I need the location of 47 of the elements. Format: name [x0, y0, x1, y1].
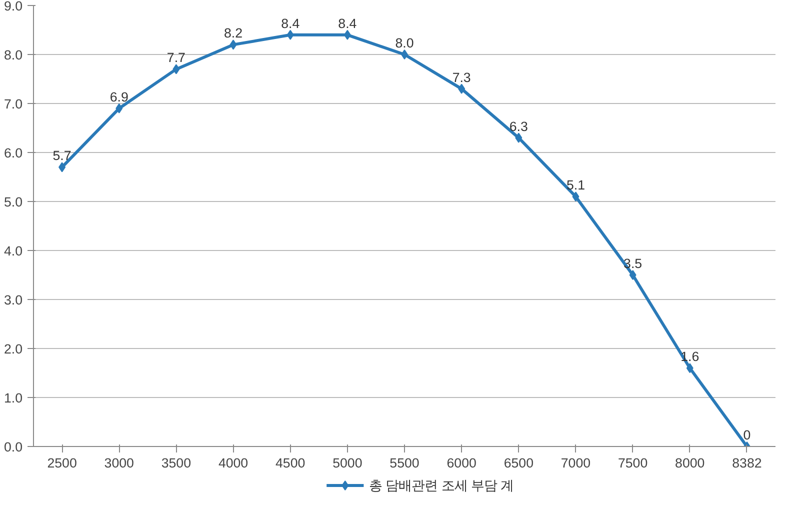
- y-tick-label: 8.0: [4, 48, 23, 62]
- data-label: 7.7: [166, 50, 186, 66]
- point: [629, 270, 636, 280]
- data-label: 7.3: [452, 70, 471, 85]
- y-tick-label: 1.0: [4, 390, 23, 406]
- x-tick-label: 4500: [276, 456, 306, 470]
- point: [401, 50, 408, 60]
- data-label: 8.0: [395, 36, 414, 50]
- x-tick-label: 3500: [161, 456, 192, 470]
- data-label: 6.9: [110, 89, 128, 104]
- data-label: 5.1: [566, 178, 585, 193]
- data-label: 8.4: [338, 16, 358, 31]
- data-label: 0: [743, 428, 751, 442]
- x-tick-label: 6000: [446, 456, 476, 470]
- y-tick-label: 2.0: [4, 342, 23, 356]
- x-tick-label: 6500: [504, 456, 534, 470]
- point: [515, 132, 522, 143]
- y-tick-label: 5.0: [4, 194, 23, 210]
- x-tick-label: 5000: [332, 456, 362, 470]
- y-tick-label: 3.0: [4, 292, 23, 308]
- point: [686, 363, 694, 374]
- point: [116, 103, 123, 114]
- x-tick-label: 8000: [675, 456, 705, 470]
- y-tick-label: 0.0: [4, 440, 23, 454]
- x-tick-label: 7500: [618, 456, 648, 470]
- point: [344, 30, 351, 40]
- y-tick-label: 9.0: [4, 0, 23, 14]
- data-label: 8.2: [224, 26, 243, 41]
- y-tick-label: 7.0: [4, 96, 23, 112]
- x-tick-label: 8382: [732, 456, 762, 470]
- point: [58, 162, 66, 172]
- data-label: 6.3: [509, 118, 528, 134]
- x-tick-label: 5500: [390, 456, 420, 470]
- y-tick-label: 4.0: [4, 244, 23, 258]
- data-label: 5.7: [52, 148, 72, 164]
- x-tick-label: 3000: [104, 456, 134, 470]
- point: [286, 30, 294, 40]
- point: [230, 40, 237, 50]
- legend-label: 총 담배관련 조세 부담 계: [368, 478, 514, 493]
- x-tick-label: 2500: [47, 456, 77, 470]
- x-tick-label: 7000: [560, 456, 591, 470]
- data-label: 8.4: [281, 16, 300, 31]
- point: [572, 192, 580, 202]
- point: [172, 64, 180, 74]
- x-tick-label: 4000: [218, 456, 248, 470]
- y-tick-label: 6.0: [4, 146, 23, 160]
- point: [458, 84, 466, 94]
